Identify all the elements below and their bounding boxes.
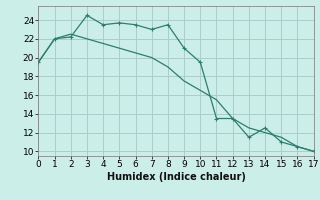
X-axis label: Humidex (Indice chaleur): Humidex (Indice chaleur) [107,172,245,182]
